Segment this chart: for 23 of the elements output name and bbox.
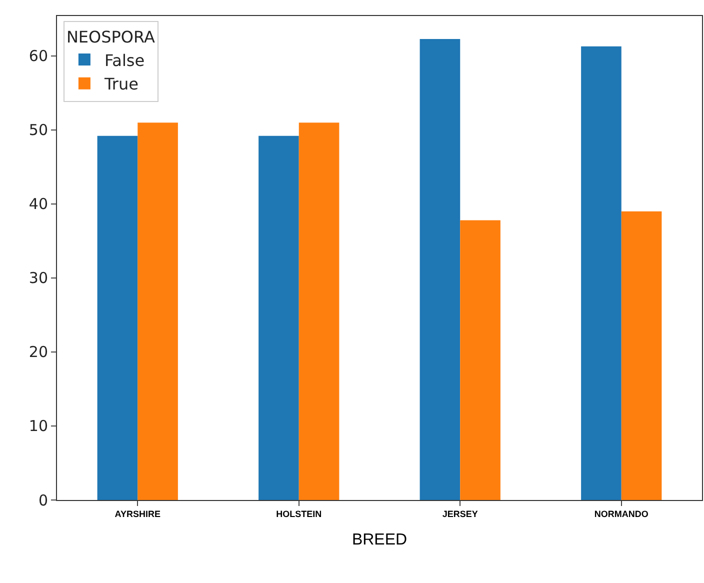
legend-label: False <box>104 50 145 70</box>
x-axis-title: BREED <box>352 532 408 548</box>
bar <box>258 136 299 500</box>
bar <box>298 122 340 500</box>
x-tick-label: JERSEY <box>442 508 478 519</box>
legend-label: True <box>103 74 138 94</box>
x-tick-label: AYRSHIRE <box>114 508 160 519</box>
y-tick-label: 60 <box>28 47 48 66</box>
y-tick-label: 20 <box>28 343 48 362</box>
y-tick-label: 0 <box>38 491 48 510</box>
y-tick-label: 30 <box>28 269 48 288</box>
x-tick-label: NORMANDO <box>594 508 648 519</box>
bar <box>460 220 500 500</box>
y-tick-label: 10 <box>28 417 48 436</box>
bar <box>97 136 138 500</box>
bar <box>581 46 622 500</box>
bar <box>420 38 460 500</box>
y-tick-label: 40 <box>28 195 48 214</box>
y-tick-label: 50 <box>28 121 48 140</box>
x-tick-label: HOLSTEIN <box>276 508 322 519</box>
bar <box>138 122 178 500</box>
bar <box>621 211 662 500</box>
legend-title: NEOSPORA <box>66 28 155 47</box>
